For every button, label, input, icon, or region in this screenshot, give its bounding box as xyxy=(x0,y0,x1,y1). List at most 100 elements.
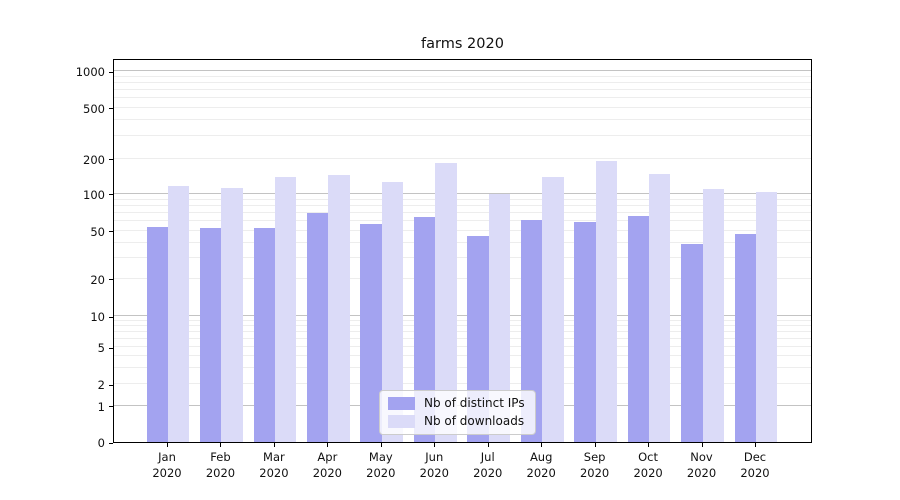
y-tick-mark xyxy=(109,231,113,233)
minor-gridline xyxy=(114,319,811,321)
minor-gridline xyxy=(114,355,811,357)
bar-distinct-ips-nov xyxy=(681,243,703,442)
y-tick-label: 2 xyxy=(97,378,105,393)
bar-distinct-ips-jun xyxy=(413,216,436,442)
bar-distinct-ips-oct xyxy=(627,216,650,442)
x-tick-month: Jun xyxy=(425,450,444,464)
x-tick-mark xyxy=(167,443,168,447)
major-gridline xyxy=(114,70,811,72)
y-tick-mark xyxy=(109,316,113,318)
bar-downloads-nov xyxy=(702,189,724,442)
bar-distinct-ips-sep xyxy=(574,222,596,442)
minor-gridline xyxy=(114,135,811,137)
minor-gridline xyxy=(114,204,811,206)
x-tick-label-jan: Jan 2020 xyxy=(140,449,194,481)
y-tick-label: 1 xyxy=(97,399,105,414)
x-tick-year: 2020 xyxy=(152,466,182,480)
x-tick-month: Jul xyxy=(480,450,495,464)
legend-swatch-downloads-icon xyxy=(388,414,415,428)
bar-downloads-apr xyxy=(328,175,350,442)
y-tick-mark xyxy=(109,406,113,408)
x-tick-year: 2020 xyxy=(633,466,663,480)
minor-gridline xyxy=(114,241,811,243)
y-tick-label: 200 xyxy=(83,152,105,167)
bar-downloads-oct xyxy=(649,174,671,442)
legend-label-distinct-ips: Nb of distinct IPs xyxy=(424,396,525,410)
x-tick-label-nov: Nov 2020 xyxy=(675,449,729,481)
chart-title: farms 2020 xyxy=(421,36,504,52)
y-tick-label: 10 xyxy=(90,310,105,325)
x-tick-month: Dec xyxy=(743,450,767,464)
x-tick-year: 2020 xyxy=(686,466,717,480)
legend-row-distinct-ips: Nb of distinct IPs xyxy=(388,396,525,410)
bar-downloads-aug xyxy=(542,176,564,442)
x-tick-label-mar: Mar 2020 xyxy=(247,449,301,481)
major-gridline xyxy=(114,315,811,317)
x-tick-label-sep: Sep 2020 xyxy=(568,449,622,481)
minor-gridline xyxy=(114,277,811,279)
x-tick-year: 2020 xyxy=(740,466,770,480)
x-tick-label-jul: Jul 2020 xyxy=(461,449,515,481)
x-tick-year: 2020 xyxy=(419,466,449,480)
x-tick-mark xyxy=(541,443,543,447)
legend-label-downloads: Nb of downloads xyxy=(424,414,525,428)
x-tick-month: Feb xyxy=(210,450,231,464)
y-tick-label: 0 xyxy=(97,436,105,450)
minor-gridline xyxy=(114,106,811,108)
y-tick-mark xyxy=(109,108,113,110)
minor-gridline xyxy=(114,89,811,91)
x-tick-month: Aug xyxy=(529,450,553,464)
major-gridline xyxy=(114,192,811,194)
x-tick-label-feb: Feb 2020 xyxy=(193,449,247,481)
x-tick-year: 2020 xyxy=(366,466,396,480)
legend-swatch-distinct-ips-icon xyxy=(388,396,415,410)
bar-downloads-sep xyxy=(595,160,618,442)
minor-gridline xyxy=(114,325,811,327)
bar-downloads-jul xyxy=(488,193,511,442)
minor-gridline xyxy=(114,229,811,231)
minor-gridline xyxy=(114,97,811,99)
minor-gridline xyxy=(114,220,811,222)
x-tick-year: 2020 xyxy=(473,466,503,480)
bar-distinct-ips-jan xyxy=(146,226,168,442)
y-tick-mark xyxy=(109,442,113,444)
x-tick-mark xyxy=(434,443,436,447)
bar-downloads-jun xyxy=(435,162,457,442)
x-tick-label-dec: Dec 2020 xyxy=(728,449,782,481)
minor-gridline xyxy=(114,158,811,159)
minor-gridline xyxy=(114,198,811,200)
x-tick-mark xyxy=(220,443,222,447)
y-tick-mark xyxy=(109,194,113,196)
x-tick-year: 2020 xyxy=(312,466,342,480)
x-tick-year: 2020 xyxy=(579,466,610,480)
y-tick-mark xyxy=(109,279,113,281)
x-tick-mark xyxy=(701,443,703,447)
bar-downloads-feb xyxy=(221,188,243,442)
x-tick-label-jun: Jun 2020 xyxy=(407,449,461,481)
x-tick-mark xyxy=(487,443,489,447)
y-tick-label: 5 xyxy=(97,341,105,356)
y-tick-label: 100 xyxy=(83,187,105,202)
bar-distinct-ips-may xyxy=(360,223,382,442)
y-tick-label: 500 xyxy=(83,101,105,116)
y-tick-mark xyxy=(109,159,113,161)
minor-gridline xyxy=(114,211,811,213)
x-tick-label-apr: Apr 2020 xyxy=(300,449,354,481)
bar-downloads-jan xyxy=(168,185,190,442)
legend-row-downloads: Nb of downloads xyxy=(388,414,525,428)
bar-distinct-ips-feb xyxy=(200,227,222,442)
minor-gridline xyxy=(114,331,811,333)
x-tick-month: Oct xyxy=(638,450,659,464)
x-tick-mark xyxy=(273,443,275,447)
y-tick-label: 1000 xyxy=(75,65,105,80)
bar-downloads-mar xyxy=(274,177,297,442)
y-tick-mark xyxy=(109,71,113,73)
x-tick-year: 2020 xyxy=(259,466,289,480)
x-tick-mark xyxy=(327,443,329,447)
minor-gridline xyxy=(114,75,811,77)
bar-downloads-dec xyxy=(755,191,778,442)
x-tick-mark xyxy=(380,443,382,447)
x-tick-month: May xyxy=(368,450,393,464)
x-tick-label-may: May 2020 xyxy=(354,449,408,481)
y-tick-label: 20 xyxy=(90,272,105,287)
